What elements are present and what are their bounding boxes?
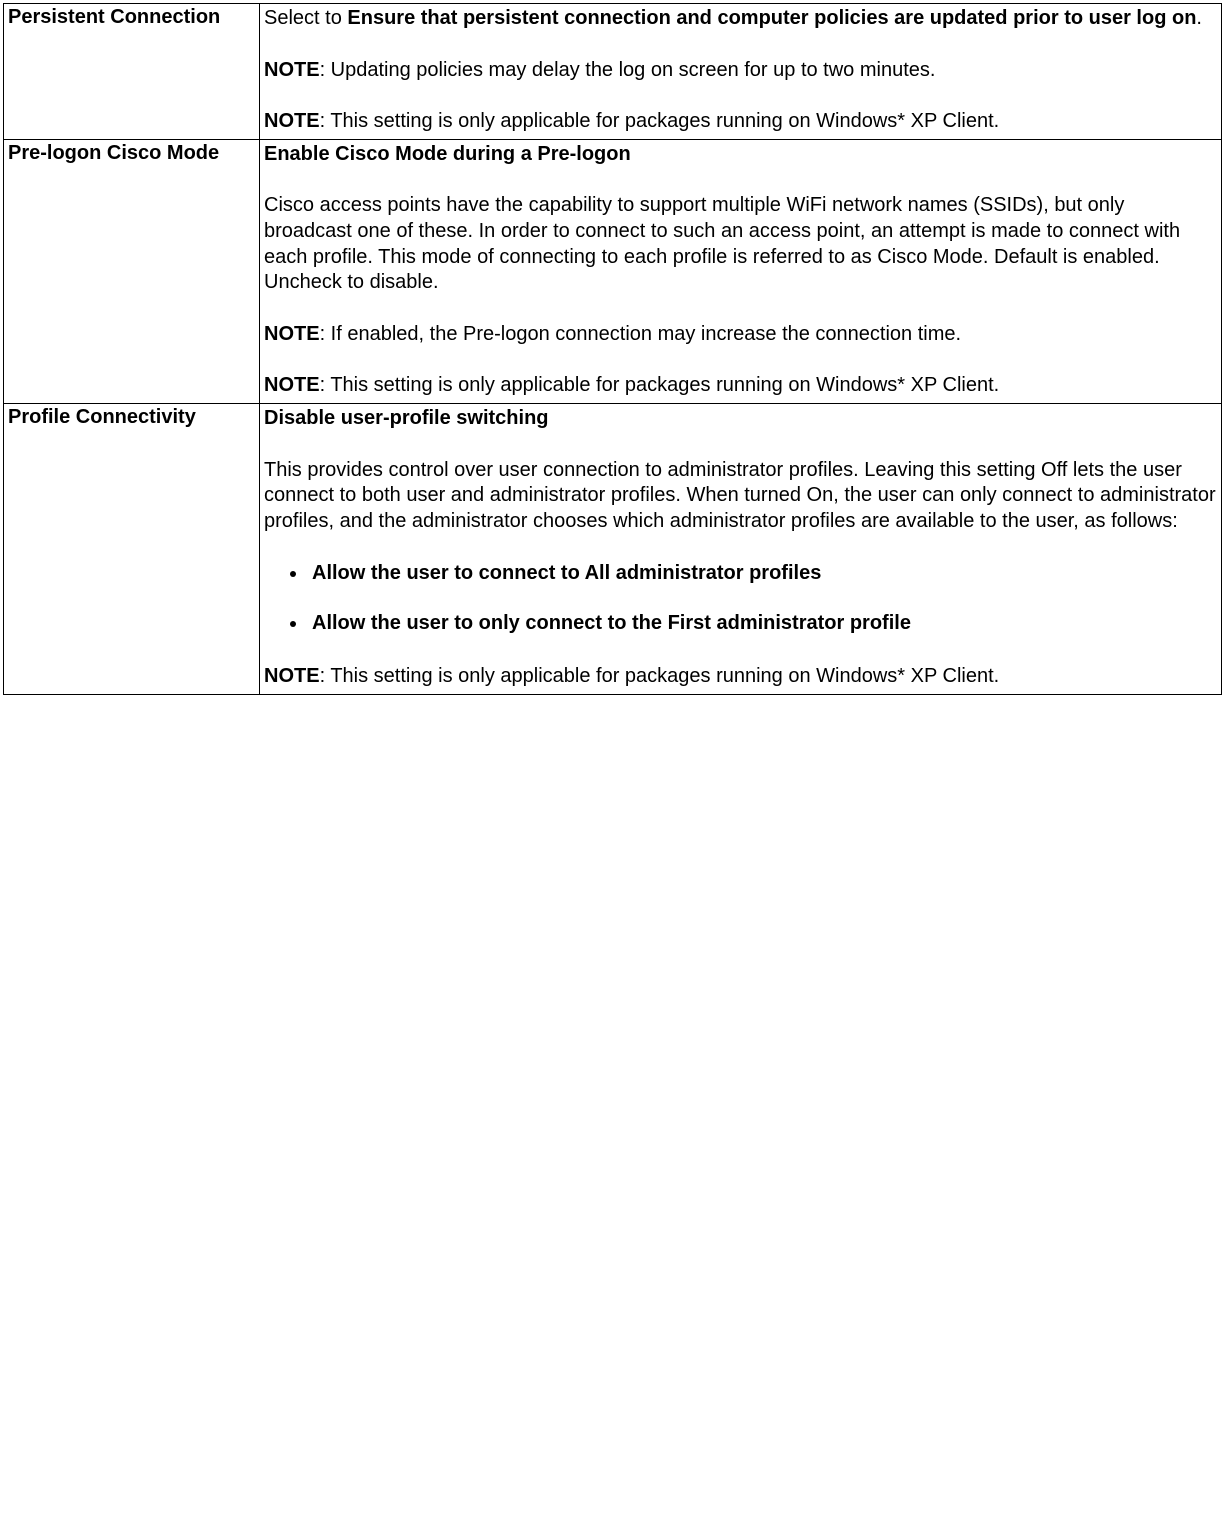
list-item: Allow the user to connect to All adminis… [308, 560, 1217, 586]
note-paragraph: NOTE: This setting is only applicable fo… [264, 109, 1217, 135]
note-text: : If enabled, the Pre-logon connection m… [320, 323, 962, 345]
setting-name: Persistent Connection [8, 6, 220, 28]
body-paragraph: Cisco access points have the capability … [264, 193, 1217, 295]
note-text: : This setting is only applicable for pa… [320, 374, 1000, 396]
setting-name-cell: Pre-logon Cisco Mode [4, 139, 260, 403]
note-paragraph: NOTE: Updating policies may delay the lo… [264, 58, 1217, 84]
settings-table: Persistent Connection Select to Ensure t… [3, 3, 1222, 695]
note-paragraph: NOTE: This setting is only applicable fo… [264, 373, 1217, 399]
setting-name: Pre-logon Cisco Mode [8, 142, 219, 164]
intro-paragraph: Select to Ensure that persistent connect… [264, 6, 1217, 32]
note-text: : This setting is only applicable for pa… [320, 110, 1000, 132]
note-text: : Updating policies may delay the log on… [320, 59, 936, 81]
section-heading: Enable Cisco Mode during a Pre-logon [264, 142, 1217, 168]
list-item: Allow the user to only connect to the Fi… [308, 610, 1217, 636]
note-label: NOTE [264, 59, 320, 81]
table-row: Profile Connectivity Disable user-profil… [4, 403, 1222, 694]
setting-name-cell: Profile Connectivity [4, 403, 260, 694]
note-text: : This setting is only applicable for pa… [320, 665, 1000, 687]
intro-suffix: . [1196, 7, 1202, 29]
note-paragraph: NOTE: If enabled, the Pre-logon connecti… [264, 322, 1217, 348]
note-label: NOTE [264, 323, 320, 345]
note-label: NOTE [264, 374, 320, 396]
setting-name: Profile Connectivity [8, 406, 196, 428]
setting-name-cell: Persistent Connection [4, 4, 260, 140]
table-row: Pre-logon Cisco Mode Enable Cisco Mode d… [4, 139, 1222, 403]
section-heading: Disable user-profile switching [264, 406, 1217, 432]
intro-bold: Ensure that persistent connection and co… [347, 7, 1196, 29]
note-label: NOTE [264, 110, 320, 132]
options-list: Allow the user to connect to All adminis… [264, 560, 1217, 636]
intro-prefix: Select to [264, 7, 347, 29]
setting-description-cell: Enable Cisco Mode during a Pre-logon Cis… [260, 139, 1222, 403]
setting-description-cell: Select to Ensure that persistent connect… [260, 4, 1222, 140]
note-paragraph: NOTE: This setting is only applicable fo… [264, 664, 1217, 690]
body-paragraph: This provides control over user connecti… [264, 458, 1217, 535]
note-label: NOTE [264, 665, 320, 687]
table-row: Persistent Connection Select to Ensure t… [4, 4, 1222, 140]
setting-description-cell: Disable user-profile switching This prov… [260, 403, 1222, 694]
